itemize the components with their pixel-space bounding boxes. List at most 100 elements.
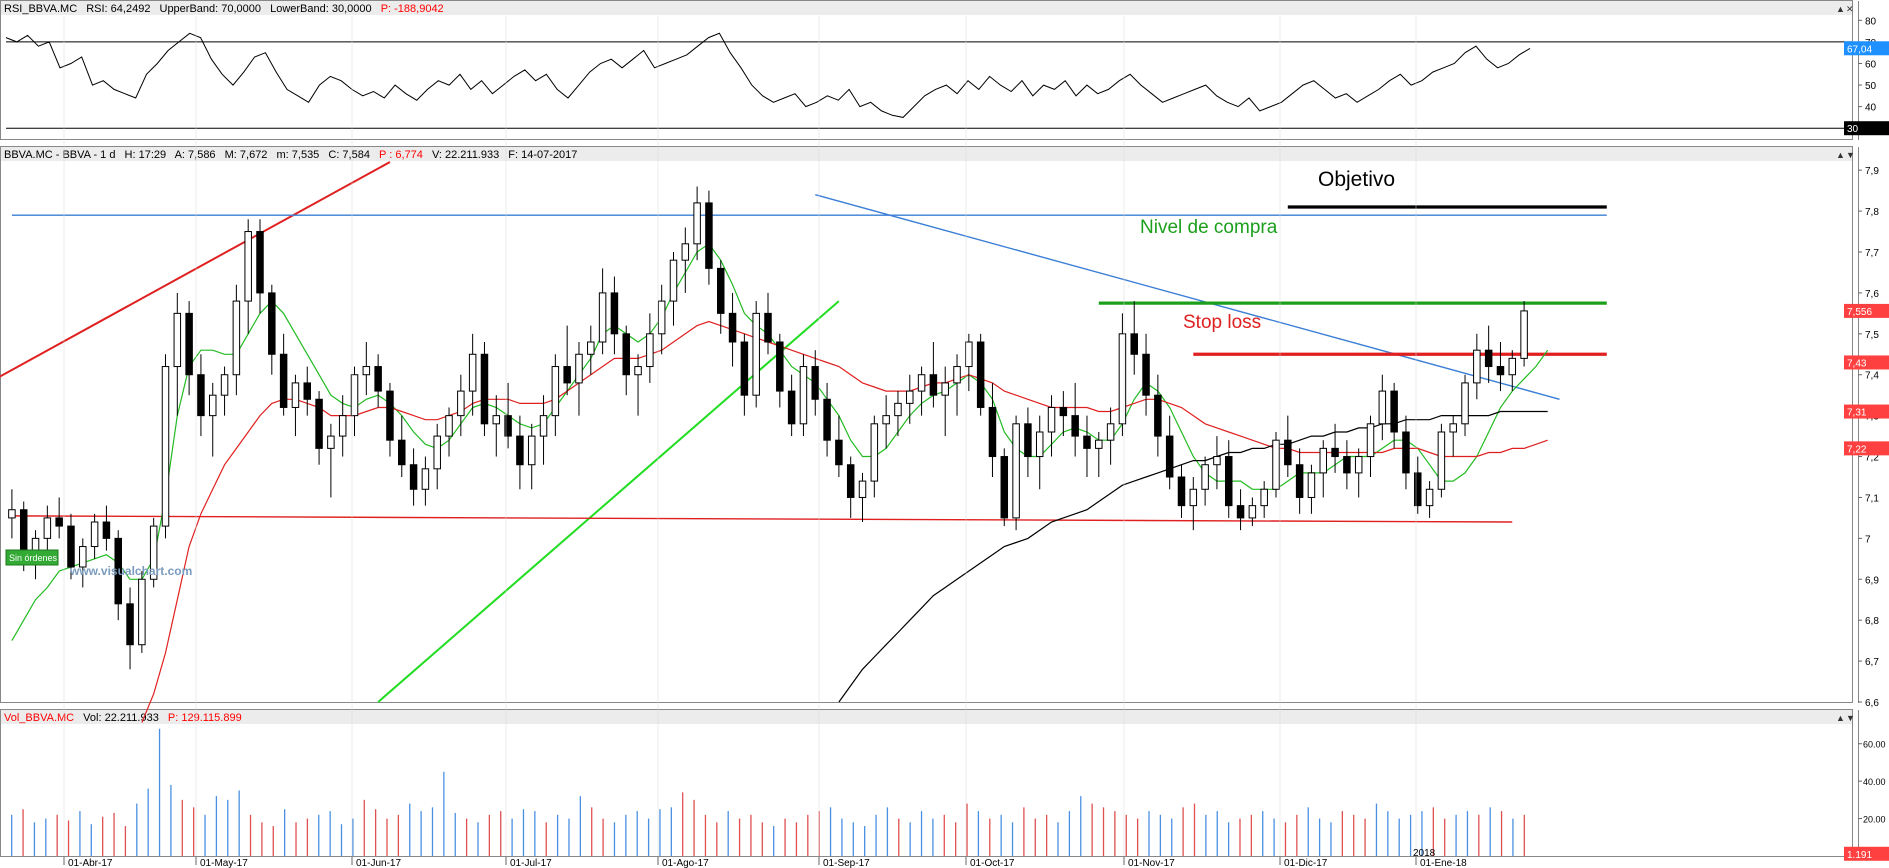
price-panel-frame [0,146,1853,703]
candle-down [1236,505,1245,519]
volume-bars [11,728,1525,856]
axis-value-tags: 67,04 30 7,556 7,43 7,31 7,22 1.191 [1844,41,1889,861]
candle-up [445,415,453,437]
candle-up [681,243,690,261]
green-uptrend-line [377,300,840,703]
rsi-panel-frame [0,0,1853,140]
candle-up [338,415,347,437]
rsi-last-value-tag-bg [1844,41,1889,56]
candle-down [988,406,997,458]
candle-down [1295,464,1304,498]
candle-up [965,341,973,368]
x-axis-label: 01-Nov-17 [1128,858,1175,868]
rsi-header-name: RSI_BBVA.MC [4,3,77,15]
x-axis: 01-Abr-17 01-May-17 01-Jun-17 01-Jul-17 01-A… [63,16,1467,868]
candle-up [1319,447,1328,474]
candle-down [303,382,312,400]
price-grid: 7,97,87,77,67,57,47,37,27,176,96,86,76,6 [1858,166,1879,709]
rsi-header-upper: UpperBand: 70,0000 [160,3,262,15]
candle-down [114,537,122,605]
candle-down [126,603,134,646]
candle-up [799,366,808,425]
candle-up [421,468,430,490]
candle-down [1024,423,1032,458]
volume-last-value-tag-bg [1844,846,1889,861]
candle-up [551,366,560,417]
candle-up [232,300,241,376]
candle-up [1248,505,1257,519]
candle-up [669,259,678,302]
price-header-volume: V: 22.211.933 [432,149,499,161]
candle-up [906,390,914,404]
candle-down [1343,456,1351,474]
candle-down [409,464,418,490]
ma-black-line [838,410,1548,703]
candle-down [102,521,111,539]
candle-up [8,509,16,519]
rsi-panel-controls: ▲ ✕ [1836,4,1854,14]
price-header-h: H: 17:29 [125,149,167,161]
candle-up [1366,423,1375,458]
svg-text:RSI_BBVA.MC RSI: 64,2492: RSI_BBVA.MC RSI: 64,2492 UpperBand: 70,0… [4,3,444,15]
candle-up [1307,472,1316,498]
candle-down [315,398,323,449]
candle-up [291,382,300,408]
candle-down [1496,366,1505,376]
scroll-up-icon[interactable]: ▲ [1836,713,1845,723]
rsi-tick-label: 60 [1865,59,1877,70]
candle-down [1059,406,1068,417]
blue-downtrend-line [815,194,1560,400]
red-uptrend-line [0,161,391,378]
price-header-high: M: 7,672 [225,149,268,161]
candle-down [811,366,820,400]
rsi-last-value-tag: 67,04 [1847,44,1872,55]
candle-up [1437,431,1446,490]
candle-down [19,509,28,556]
candle-up [149,525,158,580]
candle-up [327,435,335,449]
price-tick-label: 6,7 [1865,657,1879,668]
rsi-tick-label: 50 [1865,81,1877,92]
candle-up [457,390,465,417]
candle-up [362,366,371,376]
price-value-tag: 7,43 [1847,358,1867,369]
candle-down [1284,439,1292,466]
candle-up [138,578,146,646]
price-value-tag: 7,556 [1847,307,1872,318]
volume-header-p: P: 129.115.899 [168,712,242,724]
scroll-up-icon[interactable]: ▲ [1836,4,1845,14]
candle-up [1012,423,1020,519]
x-axis-label: 01-Jul-17 [510,858,552,868]
candle-up [1272,439,1280,490]
candle-down [374,366,382,392]
panel-close-icon[interactable]: ✕ [1846,4,1854,14]
rsi-grid: 807060504030 [6,16,1877,135]
rsi-header-value: RSI: 64,2492 [86,3,150,15]
rsi-header-bar [1,1,1852,15]
scroll-down-icon[interactable]: ▼ [1846,150,1855,160]
candle-up [752,312,760,396]
candle-down [1224,456,1233,507]
x-axis-label: 01-Ago-17 [662,858,709,868]
price-tick-label: 6,8 [1865,616,1879,627]
price-value-tag-bg [1844,355,1889,370]
nivel-compra-label: Nivel de compra [1140,217,1278,238]
candle-up [1047,406,1056,433]
price-header-open: A: 7,586 [175,149,216,161]
price-tick-label: 6,6 [1865,698,1879,709]
candle-down [1071,415,1079,437]
candle-up [575,353,583,384]
scroll-up-icon[interactable]: ▲ [1836,150,1845,160]
red-support-line [11,515,1513,523]
candle-up [1213,456,1221,466]
candle-down [1402,431,1410,474]
candle-up [598,292,607,343]
candle-up [646,333,654,368]
scroll-down-icon[interactable]: ▼ [1846,713,1855,723]
candle-up [587,341,595,355]
x-axis-label: 01-Abr-17 [68,858,113,868]
x-axis-year-label: 2018 [1413,848,1436,859]
candle-down [1154,394,1162,437]
price-value-tag: 7,31 [1847,408,1867,419]
candle-up [208,394,217,417]
